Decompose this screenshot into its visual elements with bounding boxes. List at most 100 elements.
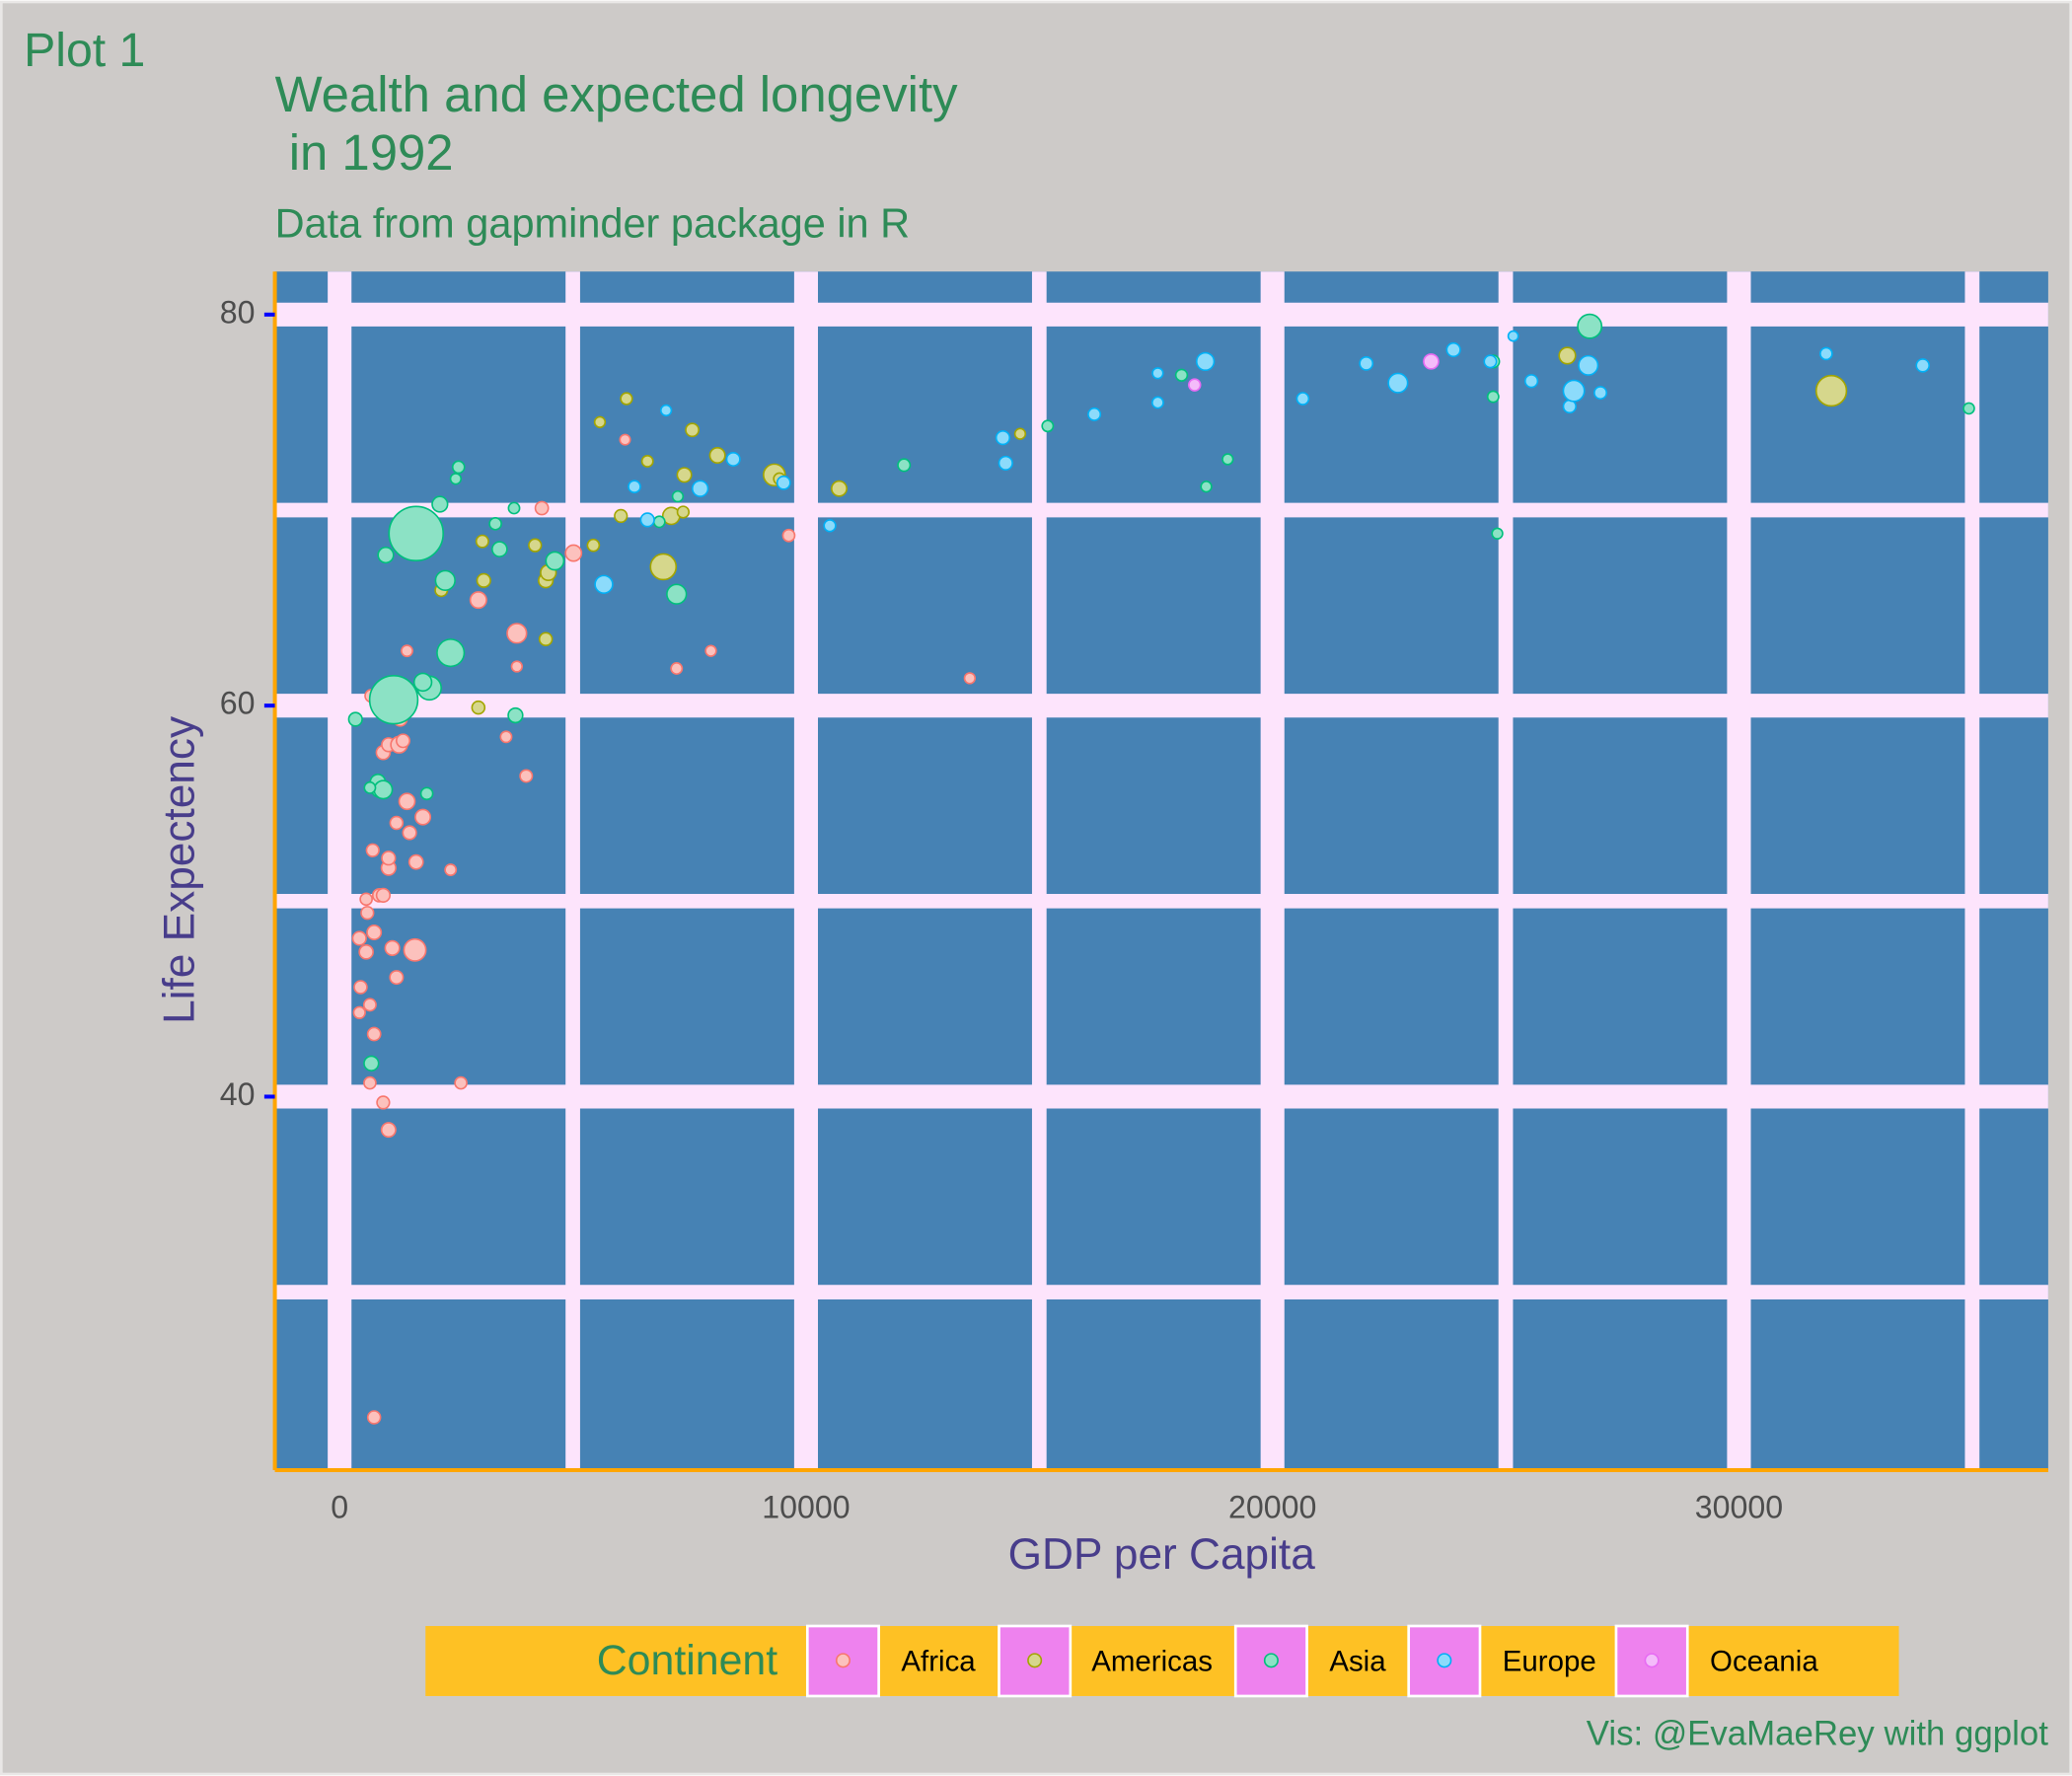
point bbox=[528, 538, 543, 553]
point bbox=[670, 662, 684, 675]
point bbox=[471, 700, 486, 715]
chart-subtitle: Data from gapminder package in R bbox=[275, 200, 911, 247]
point bbox=[360, 906, 375, 921]
point bbox=[507, 501, 521, 515]
point bbox=[1387, 372, 1409, 394]
point bbox=[998, 455, 1013, 472]
point bbox=[359, 892, 373, 907]
point bbox=[414, 808, 432, 826]
point bbox=[620, 392, 633, 406]
points bbox=[347, 313, 1975, 1425]
point bbox=[586, 538, 601, 553]
point bbox=[469, 591, 487, 610]
point bbox=[444, 863, 458, 877]
point bbox=[676, 467, 693, 483]
x-axis-title: GDP per Capita bbox=[1008, 1530, 1316, 1579]
point bbox=[368, 675, 419, 725]
point bbox=[366, 1026, 382, 1042]
point bbox=[401, 644, 413, 658]
point bbox=[534, 500, 550, 516]
point bbox=[363, 780, 377, 794]
chart-title: Wealth and expected longevity bbox=[275, 66, 959, 122]
point bbox=[419, 786, 434, 801]
legend-label: Americas bbox=[1091, 1645, 1213, 1677]
point bbox=[1562, 379, 1586, 403]
point bbox=[366, 1410, 382, 1425]
legend: Africa Americas Asia Europe Oceania bbox=[805, 1624, 1818, 1698]
point bbox=[363, 1055, 380, 1072]
point bbox=[1150, 396, 1164, 409]
point bbox=[1577, 313, 1603, 339]
point bbox=[398, 792, 416, 811]
point bbox=[1491, 527, 1504, 540]
point bbox=[353, 980, 368, 995]
point bbox=[1483, 354, 1498, 369]
point bbox=[640, 455, 654, 468]
point bbox=[362, 998, 377, 1012]
y-tick-label: 80 bbox=[220, 294, 256, 330]
x-tick-label: 10000 bbox=[762, 1490, 850, 1525]
point bbox=[363, 1075, 377, 1090]
point bbox=[593, 415, 607, 428]
point bbox=[365, 843, 380, 857]
point bbox=[1295, 392, 1310, 406]
legend-symbol bbox=[835, 1653, 851, 1668]
point bbox=[704, 644, 717, 657]
point bbox=[538, 631, 554, 647]
plot-tag: Plot 1 bbox=[24, 24, 145, 77]
point bbox=[1523, 374, 1539, 389]
point bbox=[614, 508, 629, 524]
grid bbox=[274, 271, 2048, 1470]
point bbox=[963, 672, 977, 685]
point bbox=[691, 480, 709, 497]
y-tick-label: 60 bbox=[220, 686, 256, 721]
point bbox=[545, 551, 565, 571]
legend-symbol bbox=[1027, 1653, 1043, 1668]
point bbox=[781, 528, 796, 543]
point bbox=[454, 1075, 468, 1090]
point bbox=[388, 505, 444, 562]
point bbox=[377, 546, 395, 564]
point bbox=[376, 1095, 391, 1110]
point bbox=[628, 480, 641, 494]
chart-title: in 1992 bbox=[275, 124, 454, 181]
point bbox=[476, 572, 491, 588]
point bbox=[389, 970, 405, 986]
point bbox=[708, 447, 726, 464]
point bbox=[407, 853, 424, 870]
point bbox=[1200, 481, 1213, 493]
point bbox=[491, 541, 508, 557]
point bbox=[652, 515, 666, 529]
point bbox=[666, 583, 688, 605]
point bbox=[395, 733, 410, 749]
point bbox=[1195, 351, 1216, 372]
point bbox=[897, 458, 912, 473]
point bbox=[510, 660, 523, 673]
point bbox=[671, 489, 685, 503]
point bbox=[1593, 386, 1608, 401]
point bbox=[594, 574, 614, 594]
point bbox=[507, 706, 524, 724]
point bbox=[1915, 358, 1930, 373]
caption: Vis: @EvaMaeRey with ggplot bbox=[1587, 1714, 2048, 1752]
point bbox=[431, 495, 449, 513]
point bbox=[685, 422, 700, 438]
x-tick-label: 30000 bbox=[1695, 1490, 1783, 1525]
point bbox=[347, 711, 363, 727]
point bbox=[373, 779, 394, 800]
point bbox=[639, 512, 655, 528]
point bbox=[1507, 330, 1519, 342]
point bbox=[412, 672, 433, 693]
legend-symbol bbox=[1644, 1653, 1660, 1668]
point bbox=[506, 623, 528, 644]
point bbox=[659, 404, 673, 417]
point bbox=[649, 553, 678, 581]
point bbox=[1819, 346, 1833, 361]
point bbox=[1151, 367, 1164, 380]
point bbox=[1013, 427, 1027, 440]
point bbox=[1578, 354, 1599, 376]
point bbox=[619, 433, 631, 446]
point bbox=[375, 887, 391, 903]
point bbox=[1221, 453, 1234, 466]
